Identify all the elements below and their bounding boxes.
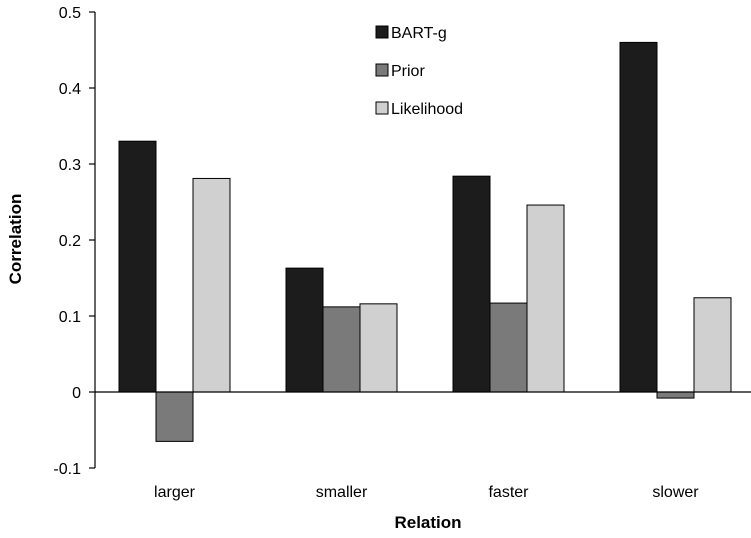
bar-larger-prior <box>155 391 194 442</box>
legend-swatch-likelihood <box>375 101 389 115</box>
y-tick-label: 0.4 <box>59 81 81 98</box>
y-axis-title: Correlation <box>6 194 25 285</box>
y-tick-label: 0.1 <box>59 309 81 326</box>
y-tick-label: 0.3 <box>59 157 81 174</box>
legend-label-prior: Prior <box>391 63 425 80</box>
y-tick-label: 0.2 <box>59 233 81 250</box>
x-tick-label-smaller: smaller <box>316 484 368 501</box>
legend-swatch-bart-g <box>375 25 389 39</box>
x-tick-label-larger: larger <box>154 484 196 501</box>
bar-faster-prior <box>489 302 528 393</box>
bar-faster-likelihood <box>526 204 565 393</box>
bar-larger-bart-g <box>118 140 157 393</box>
x-tick-label-slower: slower <box>652 484 699 501</box>
bar-smaller-likelihood <box>359 303 398 393</box>
x-axis: larger smaller faster slower <box>95 391 751 501</box>
bar-slower-prior <box>656 391 695 399</box>
bar-smaller-bart-g <box>285 267 324 393</box>
legend-label-bart-g: BART-g <box>391 25 447 42</box>
plot-area <box>118 41 732 442</box>
legend-label-likelihood: Likelihood <box>391 101 463 118</box>
legend: BART-g Prior Likelihood <box>375 25 463 118</box>
x-axis-title: Relation <box>394 513 461 532</box>
bar-larger-likelihood <box>192 177 231 393</box>
y-tick-label: 0.5 <box>59 5 81 22</box>
bar-slower-bart-g <box>619 41 658 393</box>
y-axis: -0.1 0 0.1 0.2 0.3 0.4 0.5 <box>53 5 96 478</box>
bar-slower-likelihood <box>693 297 732 393</box>
bar-faster-bart-g <box>452 175 491 393</box>
x-tick-label-faster: faster <box>488 484 529 501</box>
y-tick-label: -0.1 <box>53 461 81 478</box>
bar-smaller-prior <box>322 306 361 393</box>
y-tick-label: 0 <box>72 385 81 402</box>
legend-swatch-prior <box>375 63 389 77</box>
